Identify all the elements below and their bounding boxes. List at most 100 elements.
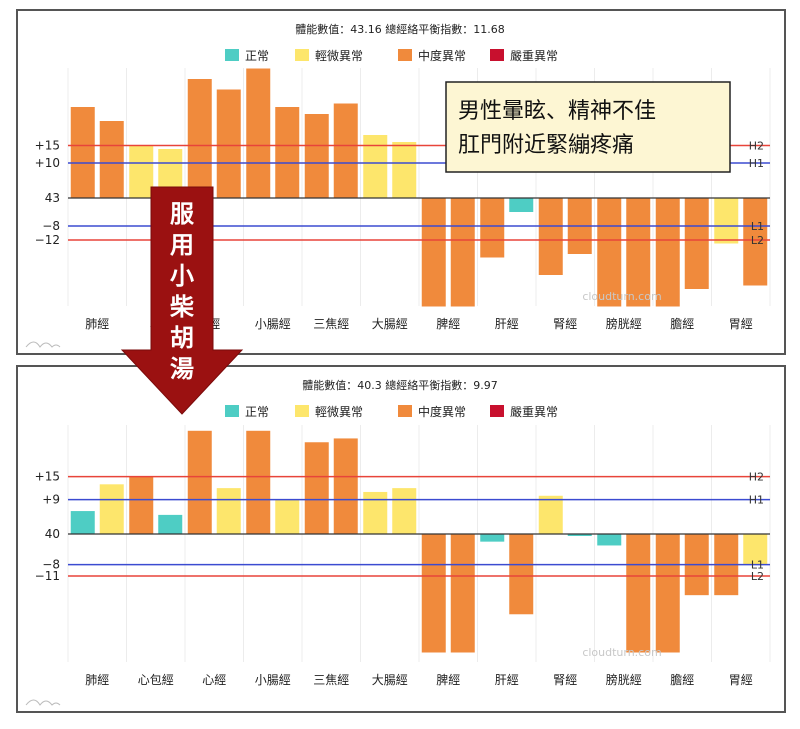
chart-header: 體能數值：40.3 總經絡平衡指數：9.97 (302, 378, 497, 392)
bar-小腸經-right (275, 107, 300, 198)
reference-tick-H1: +9 (42, 493, 60, 507)
bar-膀胱經-right (626, 198, 651, 307)
category-label: 膀胱經 (606, 672, 642, 687)
arrow-text-char: 用 (170, 231, 194, 259)
legend-label-normal: 正常 (245, 49, 269, 63)
reference-tick-L2: −11 (35, 569, 60, 583)
legend-label-severe: 嚴重異常 (510, 405, 558, 419)
bar-小腸經-right (275, 499, 300, 534)
category-label: 腎經 (553, 317, 577, 331)
bar-腎經-right (567, 534, 592, 536)
bar-三焦經-left (304, 114, 329, 198)
bar-心包經-left (129, 476, 154, 534)
reference-label-L1: L1 (751, 220, 764, 233)
bar-小腸經-left (246, 430, 271, 534)
legend-label-moderate: 中度異常 (418, 48, 466, 63)
legend-label-mild: 輕微異常 (315, 49, 363, 63)
bar-膀胱經-right (626, 534, 651, 653)
category-label: 腎經 (553, 673, 577, 687)
bar-胃經-right (743, 198, 768, 286)
legend-swatch-mild (295, 405, 309, 417)
category-label: 三焦經 (313, 317, 349, 331)
reference-label-H2: H2 (749, 140, 764, 153)
watermark: cloudturn.com (582, 646, 661, 659)
category-label: 膀胱經 (606, 316, 642, 331)
arrow-text-char: 湯 (170, 355, 194, 383)
bar-肺經-right (99, 484, 124, 534)
category-label: 脾經 (436, 672, 460, 687)
legend-label-severe: 嚴重異常 (510, 49, 558, 63)
legend-swatch-severe (490, 405, 504, 417)
baseline-tick-label: 40 (45, 527, 60, 541)
reference-tick-H2: +15 (35, 139, 60, 153)
reference-tick-H1: +10 (35, 156, 60, 170)
chart-panel-2: 體能數值：40.3 總經絡平衡指數：9.97 正常 輕微異常 中度異常 嚴重異常 40 +1… (16, 365, 786, 713)
pulse-icon (25, 699, 61, 706)
category-label: 胃經 (729, 673, 753, 687)
reference-tick-L1: −8 (42, 558, 60, 572)
legend-swatch-normal (225, 405, 239, 417)
legend-swatch-moderate (398, 405, 412, 417)
reference-tick-L2: −12 (35, 233, 60, 247)
bar-肺經-left (70, 107, 95, 198)
legend-swatch-severe (490, 49, 504, 61)
category-label: 肝經 (495, 673, 519, 687)
legend-label-mild: 輕微異常 (315, 405, 363, 419)
reference-tick-H2: +15 (35, 470, 60, 484)
category-label: 胃經 (729, 317, 753, 331)
bar-心包經-left (129, 145, 154, 198)
bar-心經-right (216, 488, 241, 534)
arrow-text-char: 柴 (169, 293, 195, 321)
category-label: 小腸經 (255, 673, 291, 687)
watermark: cloudturn.com (582, 290, 661, 303)
category-label: 心包經 (138, 673, 174, 687)
bar-三焦經-left (304, 442, 329, 534)
bar-膀胱經-left (597, 198, 622, 307)
chart-panel-1: 體能數值：43.16 總經絡平衡指數：11.68 正常 輕微異常 中度異常 嚴重異常 43… (16, 9, 786, 355)
reference-label-L2: L2 (751, 234, 764, 247)
bar-大腸經-right (392, 142, 417, 198)
bar-膽經-right (684, 198, 709, 289)
arrow-text-char: 小 (170, 262, 194, 290)
category-label: 大腸經 (372, 317, 408, 331)
bar-肝經-left (480, 198, 505, 258)
category-label: 心經 (202, 673, 226, 687)
bar-脾經-right (450, 198, 475, 307)
bar-胃經-right (743, 534, 768, 565)
bar-大腸經-left (363, 491, 388, 534)
legend-swatch-moderate (398, 49, 412, 61)
reference-tick-L1: −8 (42, 219, 60, 233)
category-label: 肝經 (495, 317, 519, 331)
bar-心經-right (216, 89, 241, 198)
bar-膽經-left (655, 534, 680, 653)
bar-膀胱經-left (597, 534, 622, 546)
category-label: 大腸經 (372, 673, 408, 687)
legend-swatch-mild (295, 49, 309, 61)
category-label: 膽經 (670, 672, 694, 687)
category-label: 膽經 (670, 316, 694, 331)
bar-腎經-left (538, 198, 563, 275)
bar-三焦經-right (333, 103, 358, 198)
bar-脾經-left (421, 198, 446, 307)
reference-label-L1: L1 (751, 559, 764, 572)
legend-swatch-normal (225, 49, 239, 61)
bar-三焦經-right (333, 438, 358, 534)
bar-大腸經-left (363, 135, 388, 198)
category-label: 三焦經 (313, 673, 349, 687)
bar-心經-left (187, 79, 212, 198)
bar-脾經-left (421, 534, 446, 653)
category-label: 肺經 (85, 317, 109, 331)
note-box (445, 81, 731, 173)
reference-label-L2: L2 (751, 570, 764, 583)
bar-心經-left (187, 430, 212, 534)
bar-肝經-right (509, 534, 534, 615)
bar-胃經-left (714, 198, 739, 244)
bar-腎經-left (538, 495, 563, 534)
baseline-tick-label: 43 (45, 191, 60, 205)
note-line-1: 男性暈眩、精神不佳 (458, 99, 656, 124)
pulse-icon (25, 341, 61, 348)
legend-label-moderate: 中度異常 (418, 404, 466, 419)
bar-心包經-right (158, 514, 183, 534)
